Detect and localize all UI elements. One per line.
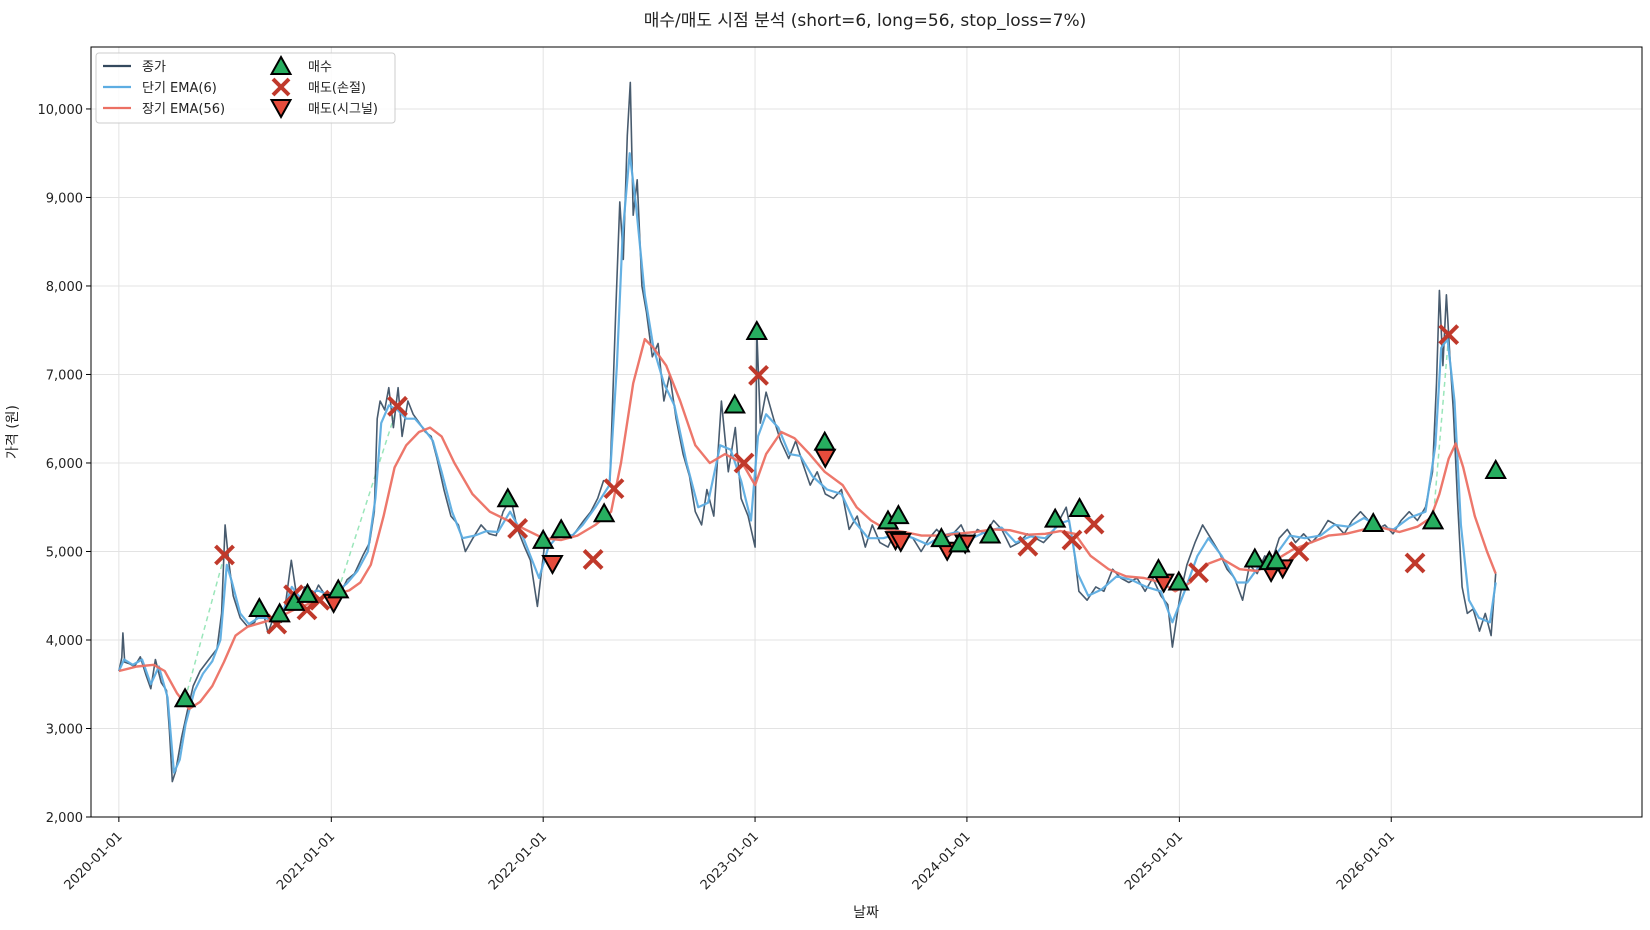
stop-loss-stroke — [1083, 513, 1105, 535]
buy-marker — [948, 532, 971, 553]
legend-label: 종가 — [142, 60, 166, 75]
stop-loss-sell-marker — [603, 478, 625, 500]
stop-loss-stroke — [1438, 324, 1460, 346]
legend-swatch-signal-sell — [269, 99, 293, 120]
legend-label: 매도(손절) — [308, 81, 366, 96]
y-axis-label: 가격 (원) — [5, 405, 21, 459]
buy-marker — [531, 528, 555, 549]
buy-marker — [813, 430, 836, 451]
stop-loss-sell-marker — [1017, 535, 1039, 557]
stop-loss-sell-marker — [1188, 562, 1209, 584]
buy-marker — [930, 527, 953, 548]
stop-loss-stroke — [748, 364, 769, 386]
y-axis: 2,000 3,000 4,000 5,000 6,000 7,000 8,000 9,000… — [38, 103, 91, 826]
legend-box — [95, 52, 396, 124]
buy-marker — [1043, 507, 1067, 528]
stop-loss-stroke — [603, 478, 625, 500]
legend-label: 장기 EMA(56) — [142, 102, 225, 117]
grid — [91, 47, 1642, 818]
stop-loss-sell-marker — [1083, 513, 1105, 535]
stop-loss-sell-marker — [1438, 324, 1460, 346]
y-tick-label: 2,000 — [46, 811, 83, 826]
y-tick-label: 3,000 — [46, 722, 83, 737]
buy-marker — [745, 319, 768, 340]
legend-label: 단기 EMA(6) — [142, 81, 217, 96]
legend-label: 매도(시그널) — [308, 102, 378, 117]
stop-loss-stroke — [733, 452, 755, 474]
y-tick-label: 8,000 — [46, 280, 83, 295]
y-tick-label: 6,000 — [46, 457, 83, 472]
buy-marker — [978, 523, 1002, 544]
buy-marker — [1068, 496, 1091, 517]
x-tick-label: 2022-01-01 — [486, 829, 550, 893]
x-tick-label: 2025-01-01 — [1122, 829, 1186, 893]
buy-marker — [327, 578, 350, 599]
buy-marker — [173, 687, 197, 708]
x-axis: 2020-01-01 2021-01-01 2022-01-01 2023-01-01… — [62, 817, 1398, 893]
trade-connector — [1432, 334, 1450, 522]
stop-loss-sell-marker — [748, 364, 769, 386]
buy-marker — [1484, 458, 1507, 479]
stop-loss-sell-marker — [1288, 541, 1310, 562]
x-tick-label: 2020-01-01 — [62, 829, 126, 893]
y-tick-label: 10,000 — [38, 103, 84, 118]
buy-marker — [1265, 549, 1288, 570]
stop-loss-stroke — [1061, 529, 1083, 551]
stop-loss-sell-marker — [387, 395, 408, 417]
stop-loss-stroke — [214, 544, 235, 566]
buy-marker — [887, 504, 910, 525]
stop-loss-sell-marker — [1404, 552, 1426, 574]
trade-connectors — [184, 334, 1450, 700]
trade-connector — [184, 554, 226, 700]
x-tick-label: 2024-01-01 — [910, 829, 974, 893]
signal-markers — [173, 319, 1507, 708]
x-axis-label: 날짜 — [853, 905, 879, 921]
stop-loss-stroke — [1188, 562, 1209, 584]
legend-label: 매수 — [308, 60, 332, 75]
legend-swatch-stop-loss — [271, 77, 291, 97]
buy-marker — [723, 393, 746, 414]
chart-title: 매수/매도 시점 분석 (short=6, long=56, stop_loss… — [644, 11, 1087, 31]
signal-sell-marker — [889, 532, 912, 553]
plot-background — [91, 47, 1642, 817]
y-tick-label: 7,000 — [46, 368, 83, 383]
stop-loss-sell-marker — [214, 544, 235, 566]
stop-loss-stroke — [271, 77, 291, 97]
stop-loss-stroke — [1288, 541, 1310, 562]
buy-marker — [496, 487, 519, 508]
buy-marker — [1421, 509, 1445, 530]
buy-marker — [248, 596, 271, 618]
stop-loss-stroke — [387, 395, 408, 417]
stop-loss-stroke — [296, 599, 318, 621]
buy-marker — [1362, 511, 1385, 533]
buy-marker — [1243, 547, 1267, 568]
stop-loss-stroke — [582, 549, 604, 570]
stop-loss-stroke — [1404, 552, 1426, 574]
buy-marker — [268, 602, 291, 623]
stop-loss-sell-marker — [507, 518, 529, 539]
legend-swatch-buy — [269, 54, 293, 75]
buy-marker — [296, 582, 319, 603]
y-tick-label: 9,000 — [46, 191, 83, 206]
buy-marker — [592, 502, 616, 523]
stop-loss-stroke — [507, 518, 529, 539]
buy-marker — [1167, 570, 1190, 591]
stop-loss-sell-marker — [733, 452, 755, 474]
x-tick-label: 2023-01-01 — [698, 829, 762, 893]
x-tick-label: 2021-01-01 — [274, 829, 338, 893]
y-tick-label: 5,000 — [46, 545, 83, 560]
signal-sell-marker — [541, 554, 564, 576]
y-tick-label: 4,000 — [46, 634, 83, 649]
x-tick-label: 2026-01-01 — [1334, 829, 1398, 893]
stop-loss-stroke — [1017, 535, 1039, 557]
stop-loss-sell-marker — [582, 549, 604, 570]
plot-frame — [90, 46, 1643, 818]
buy-marker — [1147, 558, 1170, 579]
stop-loss-sell-marker — [1061, 529, 1083, 551]
buy-marker — [549, 518, 573, 539]
